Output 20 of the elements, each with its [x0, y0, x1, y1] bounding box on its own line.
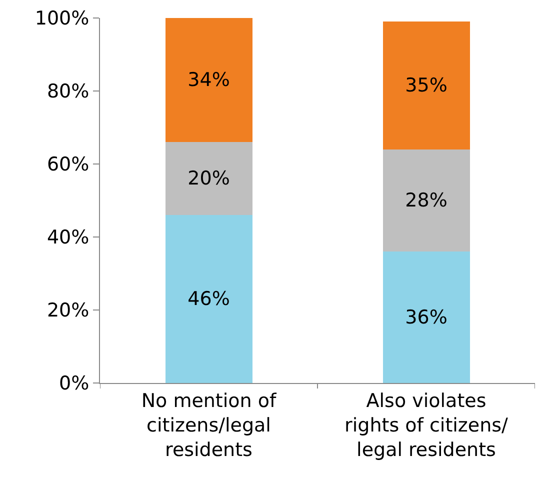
y-tick-label: 100%: [34, 8, 90, 30]
y-tick-label: 0%: [59, 372, 90, 395]
bar: [165, 142, 252, 216]
bar: [165, 18, 252, 142]
bar: [165, 215, 252, 383]
data-label: 34%: [188, 69, 230, 92]
data-label: 20%: [188, 168, 230, 190]
y-tick-label: 80%: [46, 80, 90, 103]
x-tick-label: No mention of citizens/legal residents: [141, 390, 278, 462]
bar: [382, 22, 470, 150]
y-tick-label: 60%: [46, 154, 90, 176]
data-label: 36%: [405, 306, 448, 328]
bar: [382, 252, 470, 383]
y-tick-label: 40%: [46, 226, 90, 249]
bar: [382, 149, 470, 252]
data-label: 28%: [405, 190, 448, 212]
y-tick-label: 20%: [46, 300, 90, 322]
data-label: 46%: [188, 288, 230, 310]
data-label: 35%: [405, 74, 448, 97]
x-tick-label: Also violates rights of citizens/ legal residents: [344, 390, 509, 462]
